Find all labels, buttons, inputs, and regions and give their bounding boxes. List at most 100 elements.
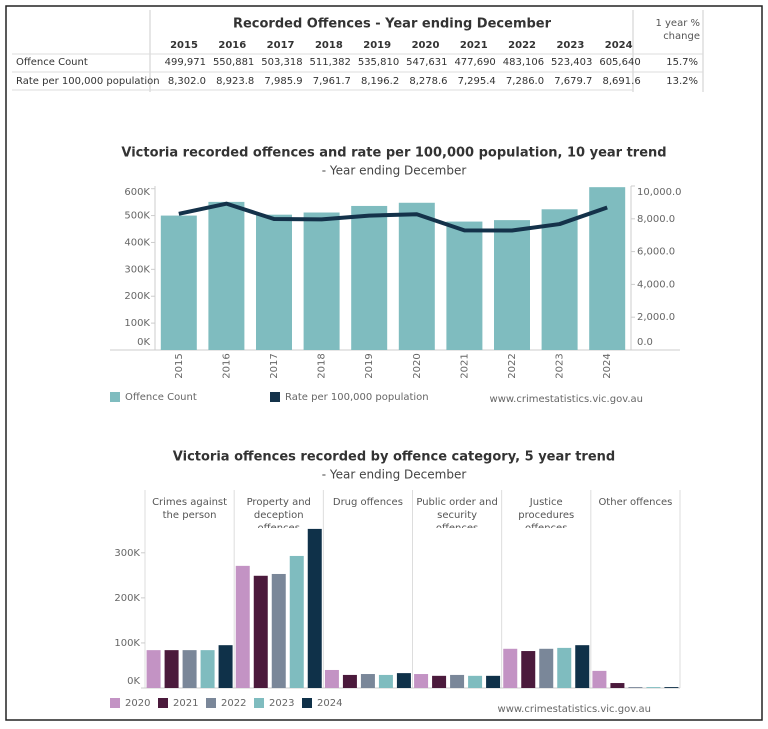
y-tick-label: 100K bbox=[124, 318, 150, 329]
bar bbox=[146, 650, 161, 688]
y-tick-label: 200K bbox=[124, 291, 150, 302]
category-label: Other offences bbox=[598, 497, 673, 508]
bar bbox=[486, 675, 501, 688]
cell: 7,961.7 bbox=[313, 76, 351, 87]
bar bbox=[398, 202, 435, 350]
change-header: 1 year % change bbox=[655, 18, 700, 42]
bar bbox=[414, 674, 429, 688]
chart-subtitle: - Year ending December bbox=[322, 468, 467, 482]
cell: 7,985.9 bbox=[264, 76, 302, 87]
category-label: Justice procedures offences bbox=[518, 497, 575, 528]
bar bbox=[360, 674, 375, 688]
legend-label: Offence Count bbox=[125, 392, 197, 403]
chart-title: Victoria offences recorded by offence ca… bbox=[173, 450, 615, 465]
bar bbox=[164, 650, 179, 688]
column-header: 2017 bbox=[267, 40, 295, 51]
y-tick-label: 100K bbox=[114, 638, 140, 649]
bar bbox=[218, 645, 233, 688]
column-header: 2018 bbox=[315, 40, 343, 51]
y2-tick-label: 0.0 bbox=[637, 337, 653, 348]
legend-swatch bbox=[270, 392, 280, 402]
cell: 503,318 bbox=[261, 57, 302, 68]
bar bbox=[503, 648, 518, 688]
legend-label: 2020 bbox=[125, 698, 150, 709]
bar bbox=[541, 209, 578, 350]
y2-tick-label: 8,000.0 bbox=[637, 214, 675, 225]
bar bbox=[664, 687, 679, 688]
cell: 8,923.8 bbox=[216, 76, 254, 87]
source: www.crimestatistics.vic.gov.au bbox=[498, 704, 651, 715]
column-header: 2023 bbox=[556, 40, 584, 51]
cell: 8,302.0 bbox=[168, 76, 206, 87]
bar bbox=[396, 673, 411, 688]
cell: 547,631 bbox=[406, 57, 447, 68]
category-label-box: Public order and security offences bbox=[416, 497, 498, 528]
cell: 550,881 bbox=[213, 57, 254, 68]
y-tick-label: 400K bbox=[124, 237, 150, 248]
legend-label: 2021 bbox=[173, 698, 198, 709]
y-tick-label: 300K bbox=[114, 548, 140, 559]
y-tick-label: 300K bbox=[124, 264, 150, 275]
cell: 8,196.2 bbox=[361, 76, 399, 87]
row-label: Offence Count bbox=[16, 57, 88, 68]
column-header: 2024 bbox=[605, 40, 633, 51]
category-label-box: Drug offences bbox=[333, 497, 403, 508]
bar bbox=[324, 669, 339, 688]
bar bbox=[468, 675, 483, 688]
legend-swatch bbox=[254, 698, 264, 708]
y2-tick-label: 4,000.0 bbox=[637, 279, 675, 290]
line bbox=[178, 201, 608, 233]
table-title: Recorded Offences - Year ending December bbox=[233, 17, 552, 32]
cell: 483,106 bbox=[503, 57, 544, 68]
source: www.crimestatistics.vic.gov.au bbox=[490, 394, 643, 405]
category-label-box: Property and deception offences bbox=[247, 497, 311, 528]
x-tick-label: 2023 bbox=[555, 353, 566, 378]
bar bbox=[289, 555, 304, 688]
cell: 8,278.6 bbox=[409, 76, 447, 87]
legend-swatch bbox=[158, 698, 168, 708]
y2-tick-label: 10,000.0 bbox=[637, 187, 682, 198]
bar bbox=[342, 674, 357, 688]
x-tick-label: 2020 bbox=[412, 353, 423, 378]
cell: 7,286.0 bbox=[506, 76, 544, 87]
category-label-box: Crimes against the person bbox=[152, 497, 227, 521]
column-header: 2021 bbox=[460, 40, 488, 51]
y-tick-label: 600K bbox=[124, 187, 150, 198]
change-cell: 13.2% bbox=[666, 76, 698, 87]
y-tick-label: 0K bbox=[137, 337, 150, 348]
cell: 477,690 bbox=[454, 57, 495, 68]
legend-label: 2023 bbox=[269, 698, 294, 709]
y-tick-label: 500K bbox=[124, 211, 150, 222]
change-cell: 15.7% bbox=[666, 57, 698, 68]
bar bbox=[182, 650, 197, 688]
bar bbox=[446, 221, 483, 350]
column-header: 2019 bbox=[363, 40, 391, 51]
column-header: 2022 bbox=[508, 40, 536, 51]
bar bbox=[235, 565, 250, 688]
x-tick-label: 2016 bbox=[221, 353, 232, 378]
bar bbox=[256, 214, 292, 350]
bar bbox=[303, 212, 340, 350]
y2-tick-label: 6,000.0 bbox=[637, 247, 675, 258]
bar bbox=[432, 675, 447, 688]
category-label: Public order and security offences bbox=[416, 497, 498, 528]
chart-title: Victoria recorded offences and rate per … bbox=[121, 146, 666, 161]
x-tick-label: 2017 bbox=[269, 353, 280, 378]
bar bbox=[494, 220, 530, 350]
legend-label: 2022 bbox=[221, 698, 246, 709]
bar bbox=[610, 683, 625, 688]
bar bbox=[200, 650, 215, 688]
frame bbox=[5, 5, 763, 721]
cell: 523,403 bbox=[551, 57, 592, 68]
bar bbox=[307, 528, 322, 688]
category-label-box: Justice procedures offences bbox=[518, 497, 575, 528]
x-tick-label: 2022 bbox=[507, 353, 518, 378]
chart-subtitle: - Year ending December bbox=[322, 164, 467, 178]
category-label-box: Other offences bbox=[598, 497, 673, 508]
bar bbox=[557, 647, 572, 688]
cell: 535,810 bbox=[358, 57, 399, 68]
legend-label: 2024 bbox=[317, 698, 342, 709]
x-tick-label: 2015 bbox=[174, 353, 185, 378]
row-label: Rate per 100,000 population bbox=[16, 76, 160, 87]
